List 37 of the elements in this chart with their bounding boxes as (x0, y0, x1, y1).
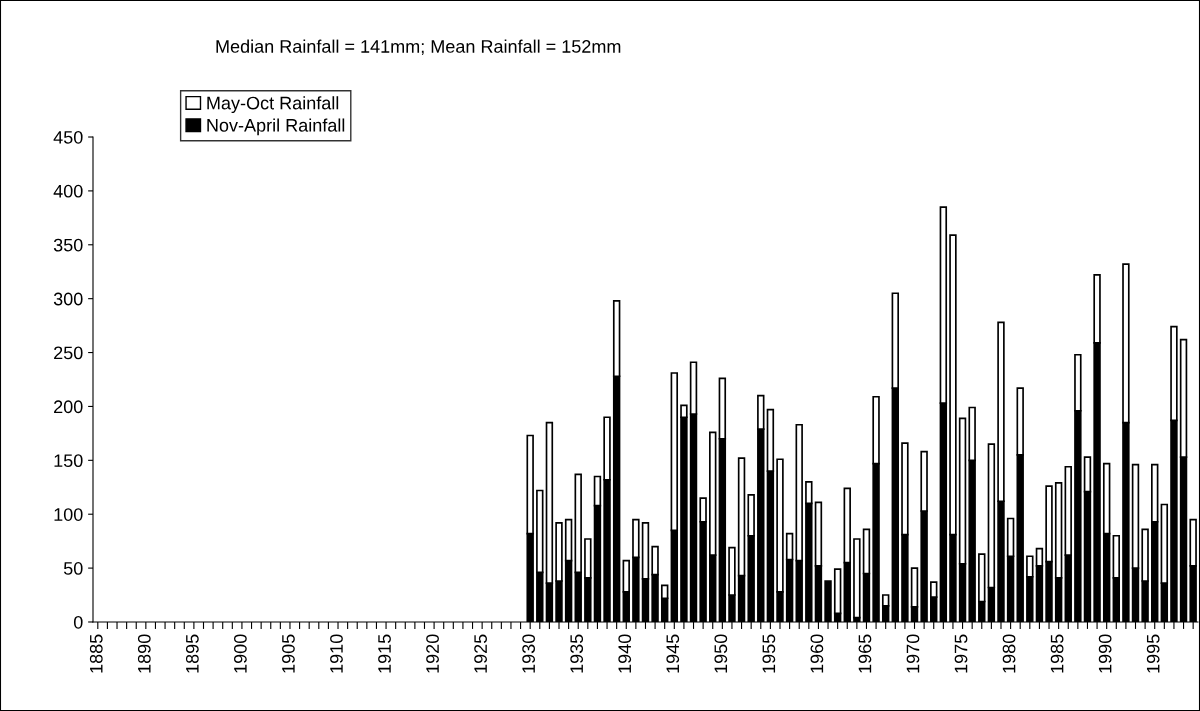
x-tick-label: 1955 (762, 634, 776, 673)
y-tick-label: 200 (54, 400, 83, 414)
x-tick-label: 1905 (282, 634, 295, 673)
x-tick-label: 1885 (89, 634, 103, 673)
y-tick-label: 150 (54, 454, 83, 468)
x-tick-label: 1930 (522, 634, 536, 673)
y-tick-label: 0 (73, 615, 83, 629)
x-tick-label: 1890 (137, 634, 151, 673)
x-tick-label: 1995 (1146, 634, 1160, 673)
x-tick-label: 1910 (330, 634, 343, 673)
x-tick-label: 1925 (474, 634, 487, 673)
y-tick-label: 250 (54, 346, 83, 360)
x-tick-label: 1960 (810, 634, 824, 673)
x-tick-label: 1965 (858, 634, 872, 673)
y-tick-label: 350 (53, 238, 83, 252)
legend-label: May-Oct Rainfall (207, 96, 339, 114)
y-tick-label: 450 (53, 130, 83, 144)
chart-title: Median Rainfall = 141mm; Mean Rainfall = 152mm (216, 39, 621, 55)
bar (853, 538, 861, 619)
x-tick-label: 1990 (1098, 634, 1112, 673)
x-tick-label: 1970 (906, 634, 920, 673)
x-tick-label: 1895 (185, 634, 199, 673)
x-tick-label: 1975 (954, 634, 968, 673)
x-tick-label: 1980 (1002, 634, 1016, 673)
x-tick-label: 1940 (618, 634, 632, 673)
x-tick-label: 1950 (714, 634, 728, 673)
x-tick-label: 1915 (378, 634, 391, 673)
x-tick-label: 1945 (666, 634, 680, 673)
y-tick-label: 50 (63, 562, 83, 575)
x-tick-label: 1900 (233, 634, 247, 673)
legend-label: Nov-April Rainfall (207, 118, 345, 136)
y-tick-label: 400 (53, 184, 83, 198)
y-tick-label: 300 (53, 292, 83, 306)
x-tick-label: 1920 (426, 634, 439, 673)
y-tick-label: 100 (54, 508, 83, 521)
x-tick-label: 1935 (570, 634, 584, 673)
x-tick-label: 1985 (1050, 634, 1064, 673)
